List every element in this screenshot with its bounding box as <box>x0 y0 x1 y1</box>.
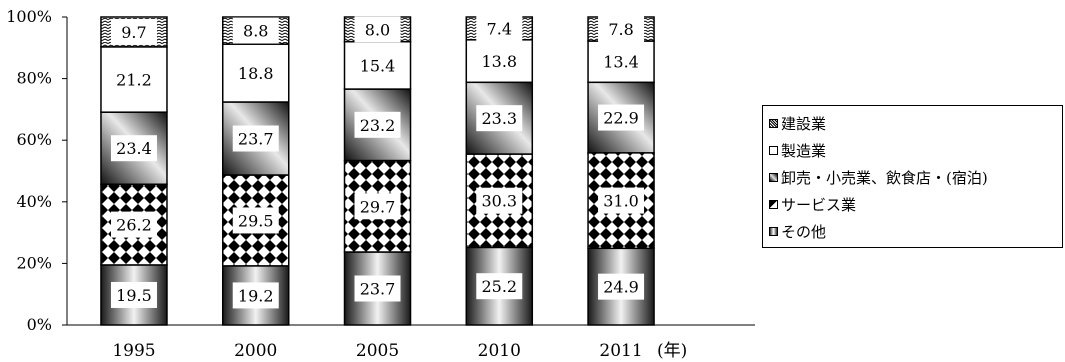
value-label: 8.0 <box>365 20 390 39</box>
value-label: 7.4 <box>487 19 512 38</box>
legend-swatch-icon <box>769 200 778 209</box>
y-tick-label: 60% <box>16 130 52 149</box>
value-label-box <box>110 18 157 45</box>
value-label: 8.8 <box>243 22 268 41</box>
value-label: 26.2 <box>116 216 152 235</box>
value-label: 13.4 <box>603 53 639 72</box>
value-label: 25.2 <box>481 277 517 296</box>
value-label-box <box>598 48 645 75</box>
y-tick-label: 20% <box>16 253 52 272</box>
value-label-box <box>232 60 279 87</box>
value-label-box <box>110 66 157 93</box>
legend-item-trade: 卸売・小売業、飲食店・(宿泊) <box>769 164 1062 191</box>
value-label: 30.3 <box>481 192 517 211</box>
value-label: 29.5 <box>238 211 274 230</box>
value-label-box <box>476 48 523 75</box>
stacked-bar-chart: 0% 20% 40% 60% 80% 100% 1995 2000 2005 2010 2011 (年… <box>6 7 755 361</box>
value-label-box <box>110 211 157 238</box>
legend-swatch-icon <box>769 119 778 128</box>
value-label-box <box>232 282 279 309</box>
value-label-box <box>354 111 401 138</box>
y-tick-label: 80% <box>16 69 52 88</box>
value-label: 24.9 <box>603 278 639 297</box>
legend-label: サービス業 <box>781 196 857 214</box>
value-label: 23.7 <box>238 130 274 149</box>
value-label: 22.9 <box>603 109 639 128</box>
value-label: 23.3 <box>481 109 517 128</box>
value-label-box <box>110 281 157 308</box>
legend-label: 建設業 <box>781 115 827 133</box>
legend-item-other: その他 <box>769 218 1062 245</box>
value-label: 23.2 <box>360 116 396 135</box>
legend-item-manufacturing: 製造業 <box>769 137 1062 164</box>
value-label-box <box>476 187 523 214</box>
legend-label: その他 <box>781 223 827 241</box>
x-tick-label: 2005 <box>356 341 399 361</box>
value-label: 19.2 <box>238 286 274 305</box>
value-label: 13.8 <box>481 52 517 71</box>
value-label: 23.7 <box>360 280 396 299</box>
axes: 0% 20% 40% 60% 80% 100% 1995 2000 2005 2010 2011 (年… <box>6 7 755 361</box>
value-label: 18.8 <box>238 64 274 83</box>
value-label-box <box>598 273 645 300</box>
x-tick-label: 2010 <box>478 341 521 361</box>
legend-swatch-icon <box>769 146 778 155</box>
value-label-box <box>476 15 523 42</box>
x-unit-label: (年) <box>657 341 687 361</box>
value-label-box <box>232 125 279 152</box>
value-label-box <box>598 187 645 214</box>
y-tick-label: 100% <box>6 7 52 26</box>
x-tick-label: 2000 <box>234 341 277 361</box>
value-label-box <box>232 207 279 234</box>
value-label-box <box>110 135 157 162</box>
value-label-box <box>232 17 279 44</box>
value-label: 7.8 <box>608 20 633 39</box>
legend-label: 製造業 <box>781 142 827 160</box>
value-label: 31.0 <box>603 192 639 211</box>
value-label-box <box>598 16 645 43</box>
legend-swatch-icon <box>769 173 778 182</box>
legend-item-service: サービス業 <box>769 191 1062 218</box>
value-label: 19.5 <box>116 286 152 305</box>
value-label-box <box>354 16 401 43</box>
value-labels: 19.5 26.2 23.4 21.2 9.7 19.2 29.5 23.7 18.8 8.8 23… <box>110 15 645 309</box>
value-label-box <box>354 52 401 79</box>
value-label: 29.7 <box>360 197 396 216</box>
x-tick-label: 1995 <box>112 341 155 361</box>
value-label: 9.7 <box>121 23 146 42</box>
legend-label: 卸売・小売業、飲食店・(宿泊) <box>781 169 988 187</box>
value-label-box <box>354 193 401 220</box>
y-tick-label: 0% <box>27 315 52 334</box>
value-label-box <box>476 105 523 132</box>
legend-item-construction: 建設業 <box>769 110 1062 137</box>
value-label: 21.2 <box>116 71 152 90</box>
legend: 建設業 製造業 卸売・小売業、飲食店・(宿泊) サービス業 その他 <box>762 105 1063 248</box>
value-label-box <box>354 275 401 302</box>
value-label-box <box>598 104 645 131</box>
legend-swatch-icon <box>769 227 778 236</box>
value-label-box <box>476 273 523 300</box>
value-label: 15.4 <box>360 56 396 75</box>
value-label: 23.4 <box>116 139 152 158</box>
x-tick-label: 2011 <box>599 341 642 361</box>
y-tick-label: 40% <box>16 192 52 211</box>
